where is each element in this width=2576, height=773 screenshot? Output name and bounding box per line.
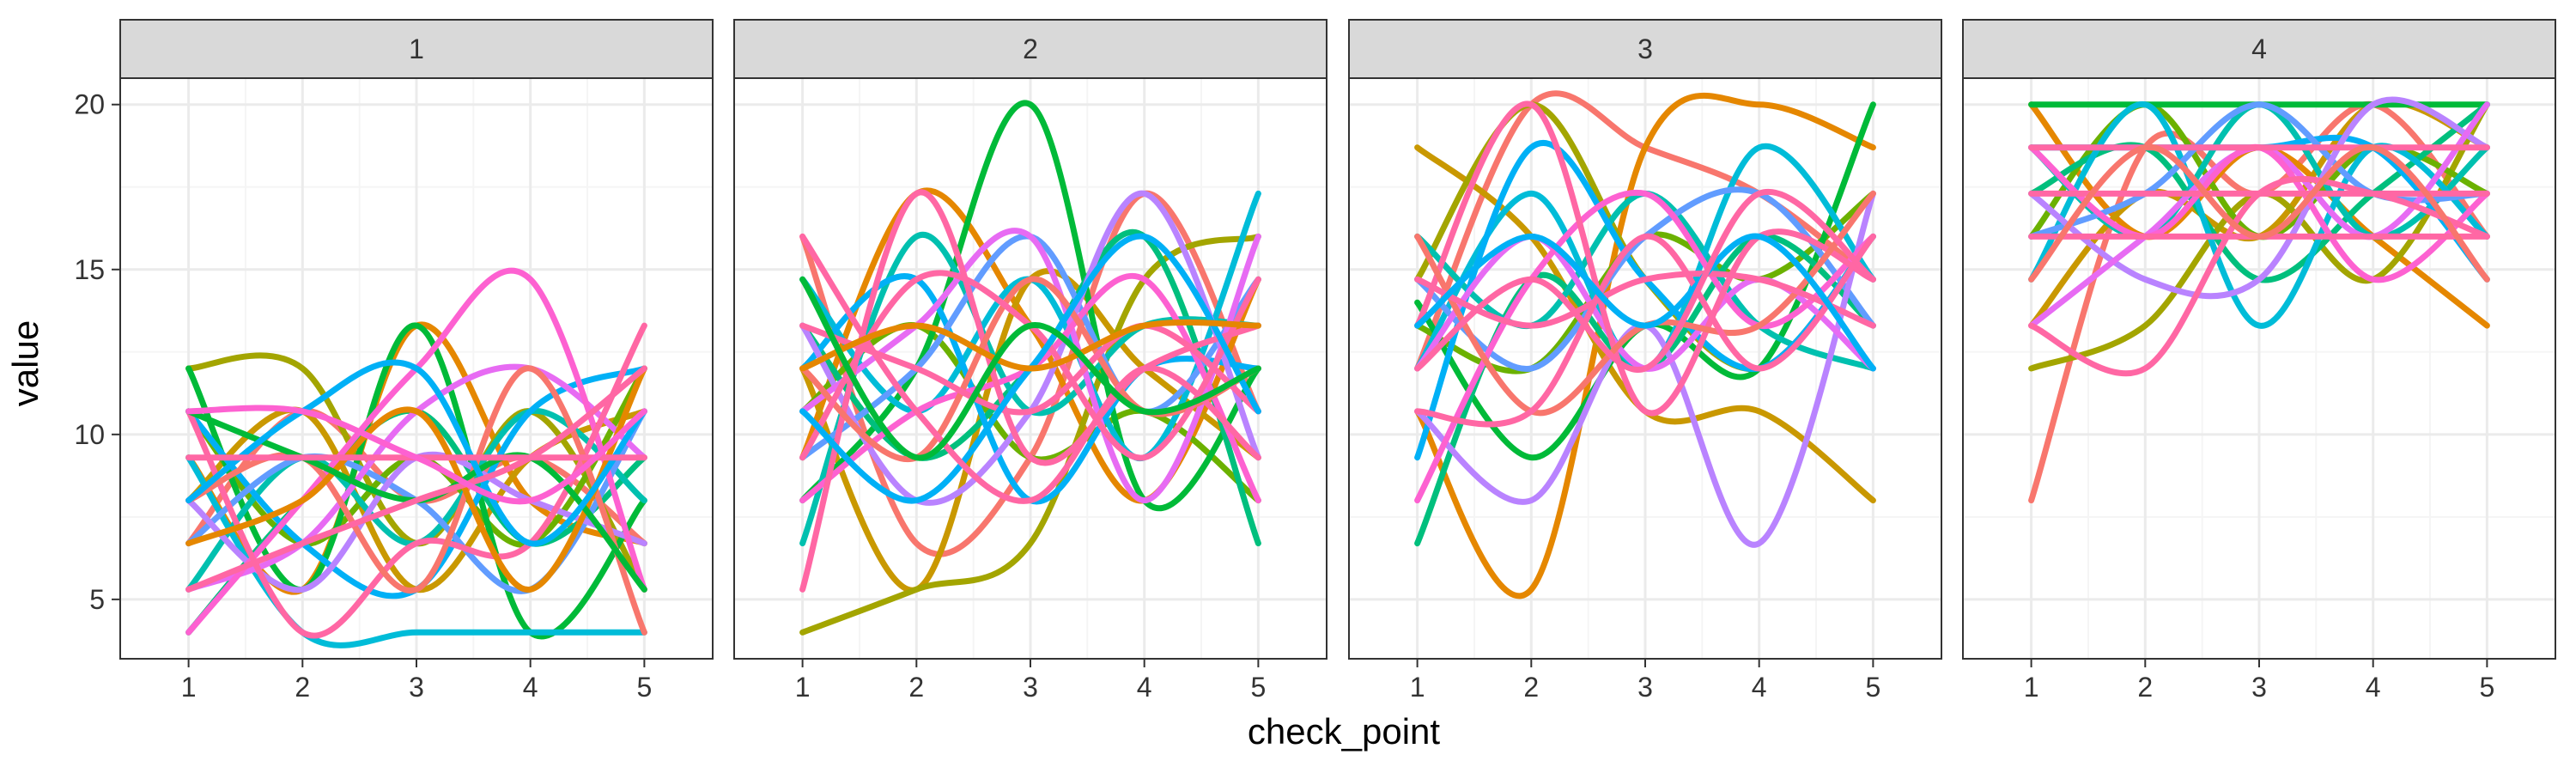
series-line-13 bbox=[799, 228, 1261, 504]
series-line-4 bbox=[799, 233, 1261, 636]
series-group bbox=[2028, 96, 2490, 504]
facet-panel-3: 3 1 2 3 4 5 bbox=[1348, 19, 1942, 703]
facet-panels: 1 1 2 3 4 5 5 10 15 20 2 1 2 3 4 5 3 1 2 3 4 5 4 1 2 3 4 5 bbox=[74, 19, 2556, 703]
x-tick-label: 2 bbox=[2137, 672, 2153, 703]
x-tick-label: 2 bbox=[908, 672, 924, 703]
x-tick-label: 4 bbox=[2366, 672, 2381, 703]
facet-strip bbox=[119, 19, 714, 79]
series-line-18 bbox=[1414, 233, 1876, 428]
facet-strip-label: 3 bbox=[1637, 33, 1653, 64]
facet-strip-label: 2 bbox=[1023, 33, 1038, 64]
x-tick-label: 3 bbox=[409, 672, 424, 703]
x-tick-label: 5 bbox=[1250, 672, 1266, 703]
y-tick-label: 10 bbox=[74, 419, 105, 450]
facet-strip-label: 4 bbox=[2251, 33, 2267, 64]
series-line-1 bbox=[2028, 100, 2490, 504]
facet-panel-1: 1 1 2 3 4 5 5 10 15 20 bbox=[74, 19, 714, 703]
facet-strip bbox=[1348, 19, 1942, 79]
series-line-21 bbox=[799, 319, 1261, 372]
series-line-20 bbox=[1414, 188, 1876, 374]
series-line-14 bbox=[799, 272, 1261, 504]
series-line-17 bbox=[799, 322, 1261, 416]
x-tick-label: 3 bbox=[1637, 672, 1653, 703]
x-tick-label: 2 bbox=[1523, 672, 1539, 703]
x-tick-label: 1 bbox=[2024, 672, 2039, 703]
series-line-17 bbox=[1414, 271, 1876, 329]
series-line-15 bbox=[1414, 100, 1876, 417]
series-line-19 bbox=[185, 359, 647, 547]
series-line-14 bbox=[1414, 189, 1876, 504]
series-line-15 bbox=[2028, 175, 2490, 377]
series-line-18 bbox=[799, 270, 1261, 461]
series-line-17 bbox=[185, 365, 647, 593]
y-tick-label: 20 bbox=[74, 89, 105, 120]
series-line-22 bbox=[185, 405, 647, 505]
series-line-2 bbox=[1414, 92, 1876, 600]
facet-strip bbox=[733, 19, 1327, 79]
x-tick-label: 5 bbox=[1865, 672, 1880, 703]
y-tick-label: 5 bbox=[89, 584, 105, 615]
series-line-19 bbox=[799, 233, 1261, 504]
x-tick-label: 2 bbox=[295, 672, 310, 703]
series-group bbox=[1414, 90, 1876, 600]
series-group bbox=[799, 100, 1261, 636]
x-tick-label: 1 bbox=[795, 672, 811, 703]
series-line-20 bbox=[185, 365, 647, 593]
x-tick-label: 5 bbox=[2479, 672, 2494, 703]
x-tick-label: 1 bbox=[181, 672, 197, 703]
facet-panel-2: 2 1 2 3 4 5 bbox=[733, 19, 1327, 703]
series-line-12 bbox=[799, 190, 1261, 506]
series-line-3 bbox=[799, 268, 1261, 593]
facet-strip bbox=[1962, 19, 2556, 79]
series-group bbox=[185, 267, 647, 648]
x-axis-title: check_point bbox=[1248, 711, 1440, 752]
x-tick-label: 4 bbox=[523, 672, 538, 703]
x-tick-label: 5 bbox=[636, 672, 652, 703]
facet-strip-label: 1 bbox=[409, 33, 424, 64]
series-line-19 bbox=[2028, 144, 2490, 283]
y-tick-label: 15 bbox=[74, 254, 105, 285]
x-tick-label: 3 bbox=[2251, 672, 2267, 703]
series-line-22 bbox=[799, 276, 1261, 461]
x-tick-label: 4 bbox=[1752, 672, 1767, 703]
y-axis-title: value bbox=[5, 320, 46, 406]
series-line-20 bbox=[799, 233, 1261, 504]
x-tick-label: 1 bbox=[1410, 672, 1425, 703]
x-tick-label: 3 bbox=[1023, 672, 1038, 703]
series-line-11 bbox=[185, 408, 647, 594]
series-line-19 bbox=[1414, 233, 1876, 372]
facet-panel-4: 4 1 2 3 4 5 bbox=[1962, 19, 2556, 703]
x-tick-label: 4 bbox=[1137, 672, 1152, 703]
series-line-14 bbox=[185, 267, 647, 636]
